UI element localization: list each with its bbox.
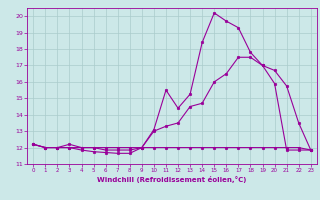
X-axis label: Windchill (Refroidissement éolien,°C): Windchill (Refroidissement éolien,°C) bbox=[97, 176, 247, 183]
